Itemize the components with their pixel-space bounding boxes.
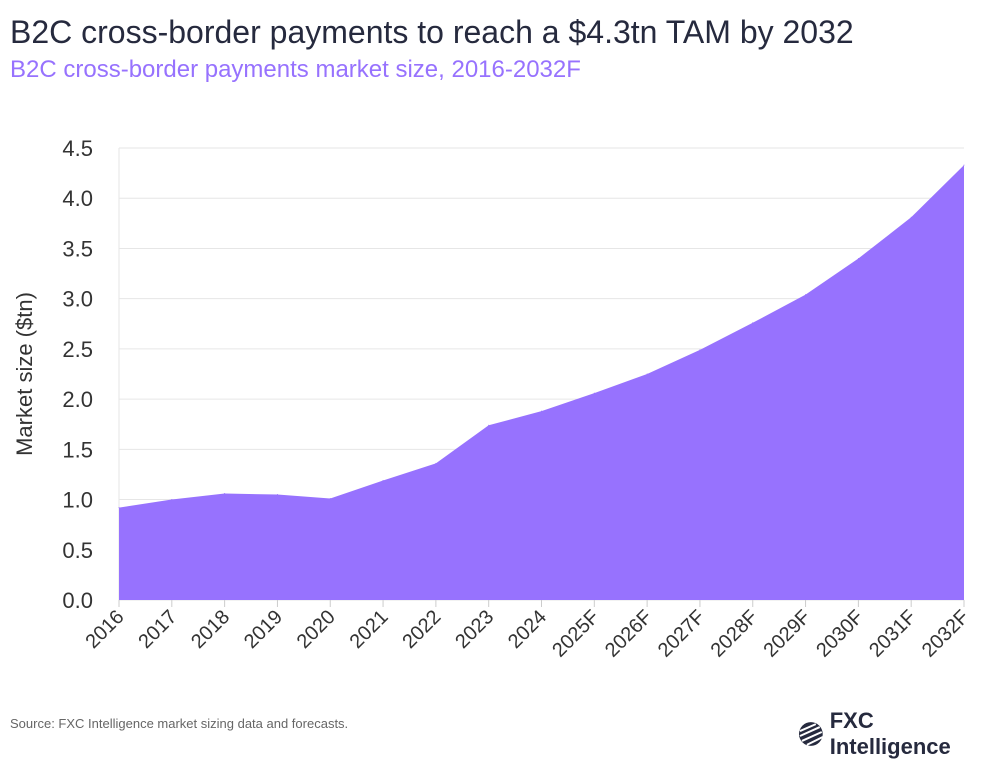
x-tick-label: 2029F	[759, 606, 815, 662]
x-tick-label: 2032F	[918, 606, 974, 662]
data-point	[541, 410, 542, 412]
x-tick-label: 2024	[504, 606, 551, 653]
chart-subtitle: B2C cross-border payments market size, 2…	[10, 56, 581, 83]
data-point	[910, 216, 912, 218]
x-tick-label: 2023	[451, 606, 498, 653]
data-point	[805, 294, 807, 296]
data-point	[224, 493, 226, 495]
y-tick-label: 4.5	[62, 136, 93, 161]
y-tick-label: 0.5	[62, 538, 93, 563]
x-tick-label: 2017	[134, 606, 181, 653]
data-point	[593, 392, 595, 394]
fxc-logo-icon	[798, 722, 824, 746]
chart-title: B2C cross-border payments to reach a $4.…	[10, 14, 854, 50]
y-tick-label: 0.0	[62, 588, 93, 613]
y-tick-label: 3.5	[62, 236, 93, 261]
area-series	[119, 165, 964, 600]
data-point	[488, 424, 490, 426]
data-point	[963, 164, 965, 166]
y-tick-label: 3.0	[62, 287, 93, 312]
data-point	[646, 373, 648, 375]
x-tick-label: 2021	[346, 606, 393, 653]
logo-text: FXC Intelligence	[829, 708, 951, 759]
x-tick-label: 2031F	[865, 606, 921, 662]
x-tick-label: 2018	[187, 606, 234, 653]
y-axis-title: Market size ($tn)	[12, 292, 37, 456]
data-point	[382, 479, 384, 481]
data-point	[699, 349, 701, 351]
x-tick-label: 2019	[240, 606, 287, 653]
x-tick-label: 2016	[82, 606, 129, 653]
y-tick-label: 4.0	[62, 186, 93, 211]
source-note: Source: FXC Intelligence market sizing d…	[10, 716, 349, 731]
x-tick-label: 2028F	[707, 606, 763, 662]
data-point	[857, 257, 859, 259]
y-tick-label: 1.0	[62, 488, 93, 513]
fxc-logo: FXC Intelligence	[798, 708, 999, 760]
x-tick-label: 2027F	[654, 606, 710, 662]
data-point	[329, 498, 331, 500]
data-point	[118, 507, 120, 509]
y-tick-label: 2.5	[62, 337, 93, 362]
data-point	[435, 462, 437, 464]
y-tick-label: 2.0	[62, 387, 93, 412]
data-point	[276, 494, 278, 496]
data-point	[752, 322, 754, 324]
data-point	[171, 499, 173, 501]
x-tick-label: 2026F	[601, 606, 657, 662]
x-tick-label: 2020	[293, 606, 340, 653]
x-tick-label: 2030F	[812, 606, 868, 662]
y-tick-label: 1.5	[62, 437, 93, 462]
x-tick-label: 2025F	[548, 606, 604, 662]
x-tick-label: 2022	[398, 606, 445, 653]
